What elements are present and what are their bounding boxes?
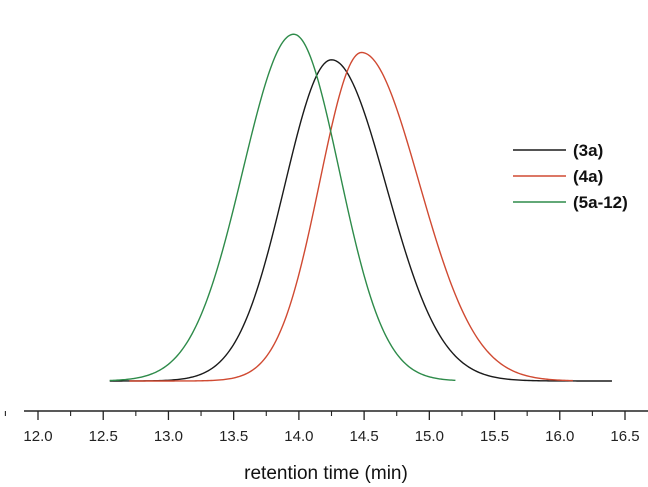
- legend-label: (3a): [573, 141, 603, 160]
- x-tick-label: 12.0: [23, 428, 52, 445]
- series-line-2: [129, 51, 573, 382]
- x-ticks: [4, 411, 626, 420]
- series-line-3: [109, 33, 456, 382]
- x-tick-label: 16.0: [545, 428, 574, 445]
- x-tick-label: 16.5: [610, 428, 639, 445]
- legend-label: (4a): [573, 167, 603, 186]
- x-axis: 12.0 12.5 13.0 13.5 14.0 14.5 15.0 15.5 16.0 16.5…: [4, 410, 648, 484]
- series-line-1: [109, 59, 612, 382]
- x-tick-label: 14.0: [284, 428, 313, 445]
- legend-label: (5a-12): [573, 193, 628, 212]
- x-tick-label: 14.5: [350, 428, 379, 445]
- x-tick-label: 13.0: [154, 428, 183, 445]
- x-tick-labels: 12.0 12.5 13.0 13.5 14.0 14.5 15.0 15.5 16.0 16.5: [23, 428, 639, 445]
- x-tick-label: 13.5: [219, 428, 248, 445]
- plot-area: [109, 33, 612, 382]
- legend: (3a) (4a) (5a-12): [513, 141, 628, 212]
- x-tick-label: 12.5: [89, 428, 118, 445]
- x-tick-label: 15.5: [480, 428, 509, 445]
- x-tick-label: 15.0: [415, 428, 444, 445]
- series-lines: [109, 33, 612, 382]
- x-axis-title: retention time (min): [244, 463, 408, 484]
